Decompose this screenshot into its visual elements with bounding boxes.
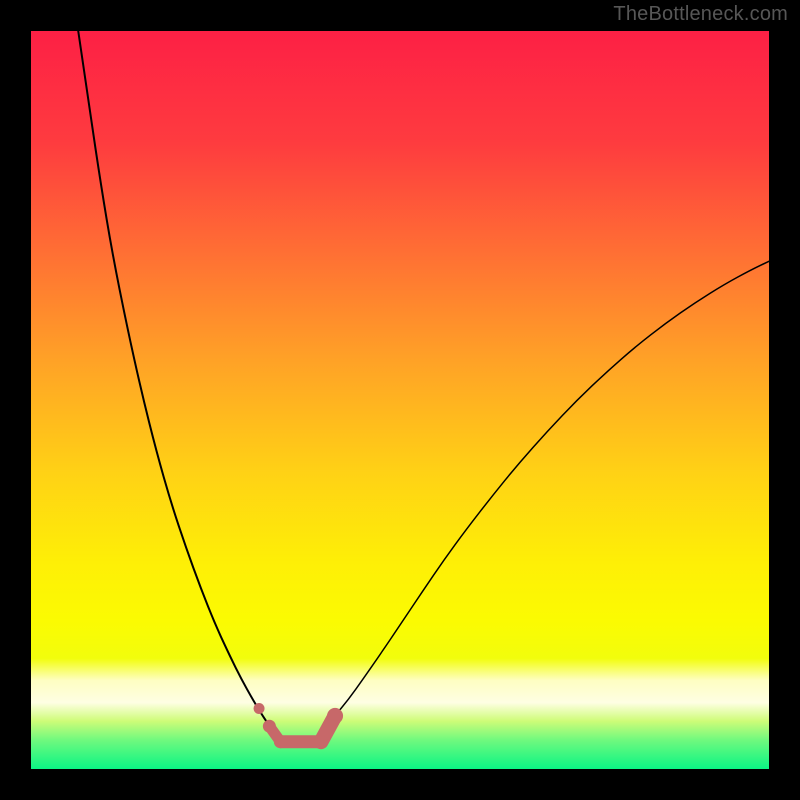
accent-joint-end [327,708,343,724]
watermark-text: TheBottleneck.com [613,3,788,26]
accent-joint-1 [274,735,287,748]
accent-dot [254,703,265,714]
accent-joint-0 [263,720,276,733]
plot-svg [31,31,769,769]
accent-joint-2 [315,735,328,748]
plot-area [31,31,769,769]
gradient-background [31,31,769,769]
chart-root: TheBottleneck.com [0,0,800,800]
